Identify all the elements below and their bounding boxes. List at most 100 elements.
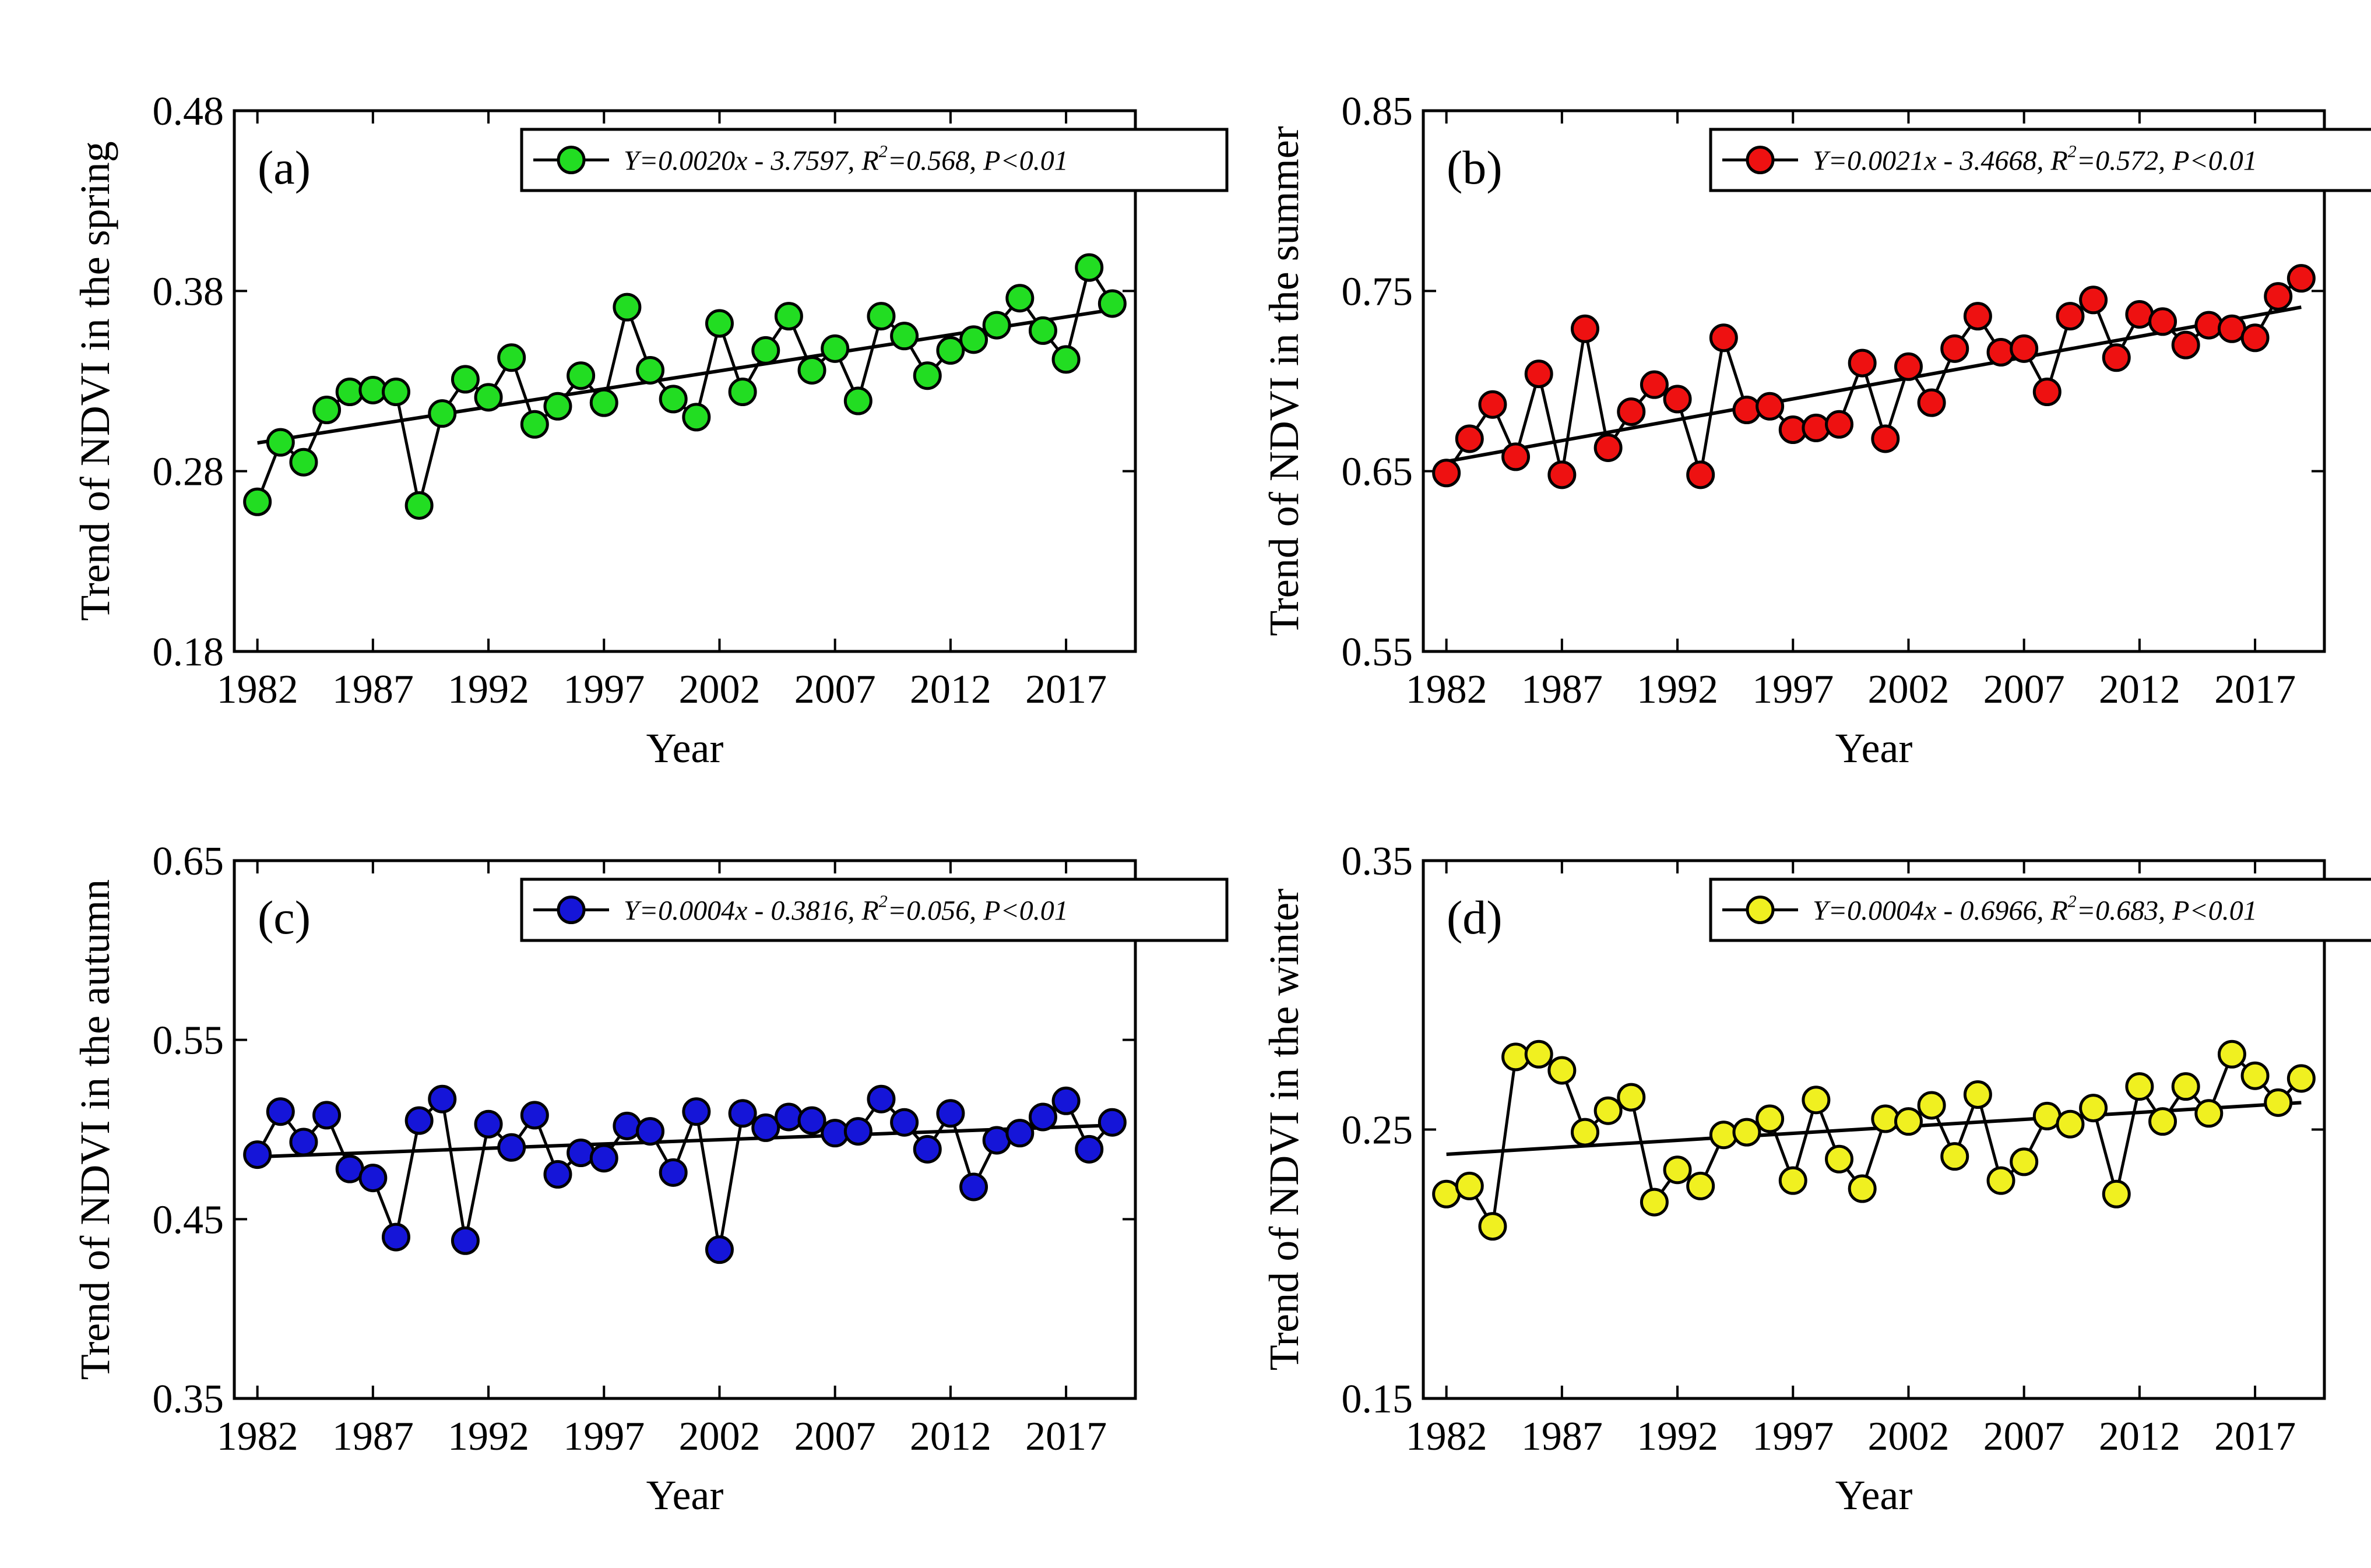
data-point (1501, 1042, 1531, 1072)
x-axis-title: Year (1835, 1472, 1913, 1518)
data-point (358, 1164, 388, 1193)
x-tick-label: 1997 (1752, 667, 1834, 712)
data-point (2056, 1109, 2085, 1139)
x-tick-label: 1982 (1406, 1414, 1487, 1459)
data-point (266, 428, 295, 457)
legend-text: Y=0.0021x - 3.4668, R2=0.572, P<0.01 (1813, 142, 2257, 177)
data-point (959, 325, 988, 354)
data-point (520, 1101, 549, 1130)
data-point (1663, 385, 1692, 414)
legend-marker (557, 896, 586, 924)
legend-r-label: R (2050, 146, 2067, 177)
data-point (1732, 395, 1761, 424)
data-point (1524, 360, 1553, 389)
data-point (1986, 1166, 2015, 1195)
data-point (1894, 352, 1923, 381)
data-point (451, 1226, 480, 1255)
y-tick-label: 0.18 (153, 630, 224, 675)
data-point (428, 399, 457, 428)
x-tick-label: 2002 (678, 1414, 760, 1459)
panel-label: (c) (258, 891, 311, 944)
data-point (1097, 1108, 1127, 1137)
data-point (474, 383, 503, 412)
data-point (1732, 1118, 1761, 1147)
data-point (1709, 1120, 1738, 1150)
y-axis-title: Trend of NDVI in the summer (1261, 126, 1307, 636)
data-point (567, 1138, 596, 1167)
data-point (289, 448, 318, 477)
y-tick-label: 0.85 (1342, 89, 1413, 134)
y-axis-title: Trend of NDVI in the winter (1261, 889, 1307, 1370)
x-tick-label: 2007 (794, 1414, 876, 1459)
y-axis-title: Trend of NDVI in the autumn (72, 879, 118, 1380)
data-point (1097, 289, 1127, 318)
data-point (705, 309, 734, 338)
y-tick-label: 0.25 (1342, 1108, 1413, 1153)
legend-r-exponent: 2 (879, 892, 888, 911)
data-point (936, 336, 965, 365)
data-point (2102, 343, 2131, 372)
x-tick-label: 1997 (563, 1414, 645, 1459)
data-point (1432, 459, 1461, 488)
data-point (682, 1097, 711, 1126)
data-point (1617, 397, 1646, 427)
data-point (543, 392, 572, 421)
y-tick-label: 0.75 (1342, 269, 1413, 314)
data-point (843, 1117, 873, 1146)
x-tick-label: 1982 (217, 667, 298, 712)
data-point (289, 1127, 318, 1157)
x-tick-label: 1997 (563, 667, 645, 712)
x-axis-title: Year (1835, 725, 1913, 771)
data-point (312, 1101, 342, 1130)
data-point (1570, 1118, 1599, 1147)
panel-d: 1982 1987 1992 1997 2002 2007 2012 2017 0.15 0.25… (1261, 839, 2371, 1518)
data-point (497, 1133, 526, 1162)
y-tick-label: 0.55 (153, 1019, 224, 1063)
data-point (751, 1113, 780, 1142)
data-point (774, 1102, 803, 1132)
data-point (2194, 311, 2224, 340)
x-tick-label: 2017 (1025, 667, 1107, 712)
data-point (2171, 330, 2200, 360)
data-point (1075, 1134, 1104, 1164)
data-point (474, 1109, 503, 1139)
x-axis-title: Year (646, 725, 724, 771)
data-point (1986, 338, 2015, 367)
data-point (867, 1084, 896, 1114)
legend-r-label: R (861, 896, 878, 926)
y-tick-label: 0.65 (1342, 450, 1413, 495)
data-point (1686, 460, 1715, 489)
legend-text: Y=0.0020x - 3.7597, R2=0.568, P<0.01 (624, 142, 1068, 177)
x-tick-label: 2012 (910, 1414, 991, 1459)
data-point (890, 1108, 919, 1137)
data-point (1756, 392, 1785, 421)
x-tick-label: 2007 (1983, 667, 2065, 712)
y-tick-label: 0.15 (1342, 1377, 1413, 1422)
data-point (2102, 1179, 2131, 1208)
data-point (2264, 282, 2293, 311)
data-point (1005, 284, 1035, 313)
data-point (2286, 1064, 2316, 1093)
data-point (636, 1117, 665, 1146)
x-tick-label: 1992 (1637, 1414, 1718, 1459)
data-point (982, 311, 1011, 340)
data-point (1617, 1083, 1646, 1112)
data-point (797, 355, 826, 385)
data-point (2079, 286, 2108, 315)
data-point (2032, 378, 2062, 407)
y-tick-label: 0.55 (1342, 630, 1413, 675)
data-point (1524, 1040, 1553, 1069)
data-point (1802, 413, 1831, 442)
panel-a: 1982 1987 1992 1997 2002 2007 2012 2017 0.18 0.28… (72, 89, 1229, 771)
y-axis-title: Trend of NDVI in the spring (72, 141, 118, 621)
data-point (1802, 1086, 1831, 1115)
data-point (1917, 388, 1946, 417)
data-point (913, 1134, 942, 1164)
data-point (613, 1111, 642, 1140)
legend-r-exponent: 2 (2068, 142, 2077, 161)
data-point (589, 1144, 618, 1173)
legend-box (520, 128, 1229, 192)
data-point (1005, 1119, 1035, 1148)
data-point (1709, 323, 1738, 353)
data-point (1593, 433, 1623, 462)
